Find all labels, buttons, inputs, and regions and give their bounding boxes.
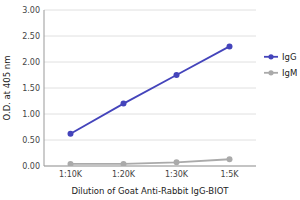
x-tick-label: 1:5K	[220, 170, 239, 179]
y-axis-label: O.D. at 405 nm	[2, 56, 12, 121]
x-axis-label: Dilution of Goat Anti-Rabbit IgG-BIOT	[71, 186, 229, 196]
chart: 0.00 0.50 1.00 1.50 2.00 2.50 3.00 1:10K 1:20K 1:…	[0, 0, 300, 200]
x-axis-line	[44, 166, 256, 167]
y-tick-label: 3.00	[22, 6, 40, 15]
legend-label: IgM	[282, 68, 297, 78]
plot-area	[68, 43, 233, 166]
point-marker	[227, 156, 233, 162]
series-line	[71, 159, 230, 164]
grid-line	[44, 166, 256, 167]
grid-line	[44, 10, 256, 11]
legend-marker	[268, 70, 273, 75]
y-tick-label: 2.50	[22, 32, 40, 41]
grid-line	[44, 140, 256, 141]
y-tick-label: 1.50	[22, 84, 40, 93]
legend-label: IgG	[282, 52, 297, 62]
point-marker	[174, 159, 180, 165]
x-tick-label: 1:20K	[112, 170, 136, 179]
point-marker	[68, 161, 74, 166]
legend-marker	[268, 54, 273, 59]
x-tick-label: 1:10K	[59, 170, 83, 179]
y-tick-label: 1.00	[22, 110, 40, 119]
point-marker	[121, 161, 127, 166]
point-marker	[121, 101, 127, 107]
y-axis-line	[44, 10, 45, 166]
y-tick-label: 0.50	[22, 136, 40, 145]
grid-line	[44, 62, 256, 63]
point-marker	[68, 131, 74, 137]
x-tick-label: 1:30K	[165, 170, 189, 179]
y-tick-label: 2.00	[22, 58, 40, 67]
y-tick-label: 0.00	[22, 162, 40, 171]
grid-line	[44, 114, 256, 115]
point-marker	[174, 72, 180, 78]
series-line	[71, 46, 230, 133]
grid-line	[44, 36, 256, 37]
point-marker	[227, 43, 233, 49]
